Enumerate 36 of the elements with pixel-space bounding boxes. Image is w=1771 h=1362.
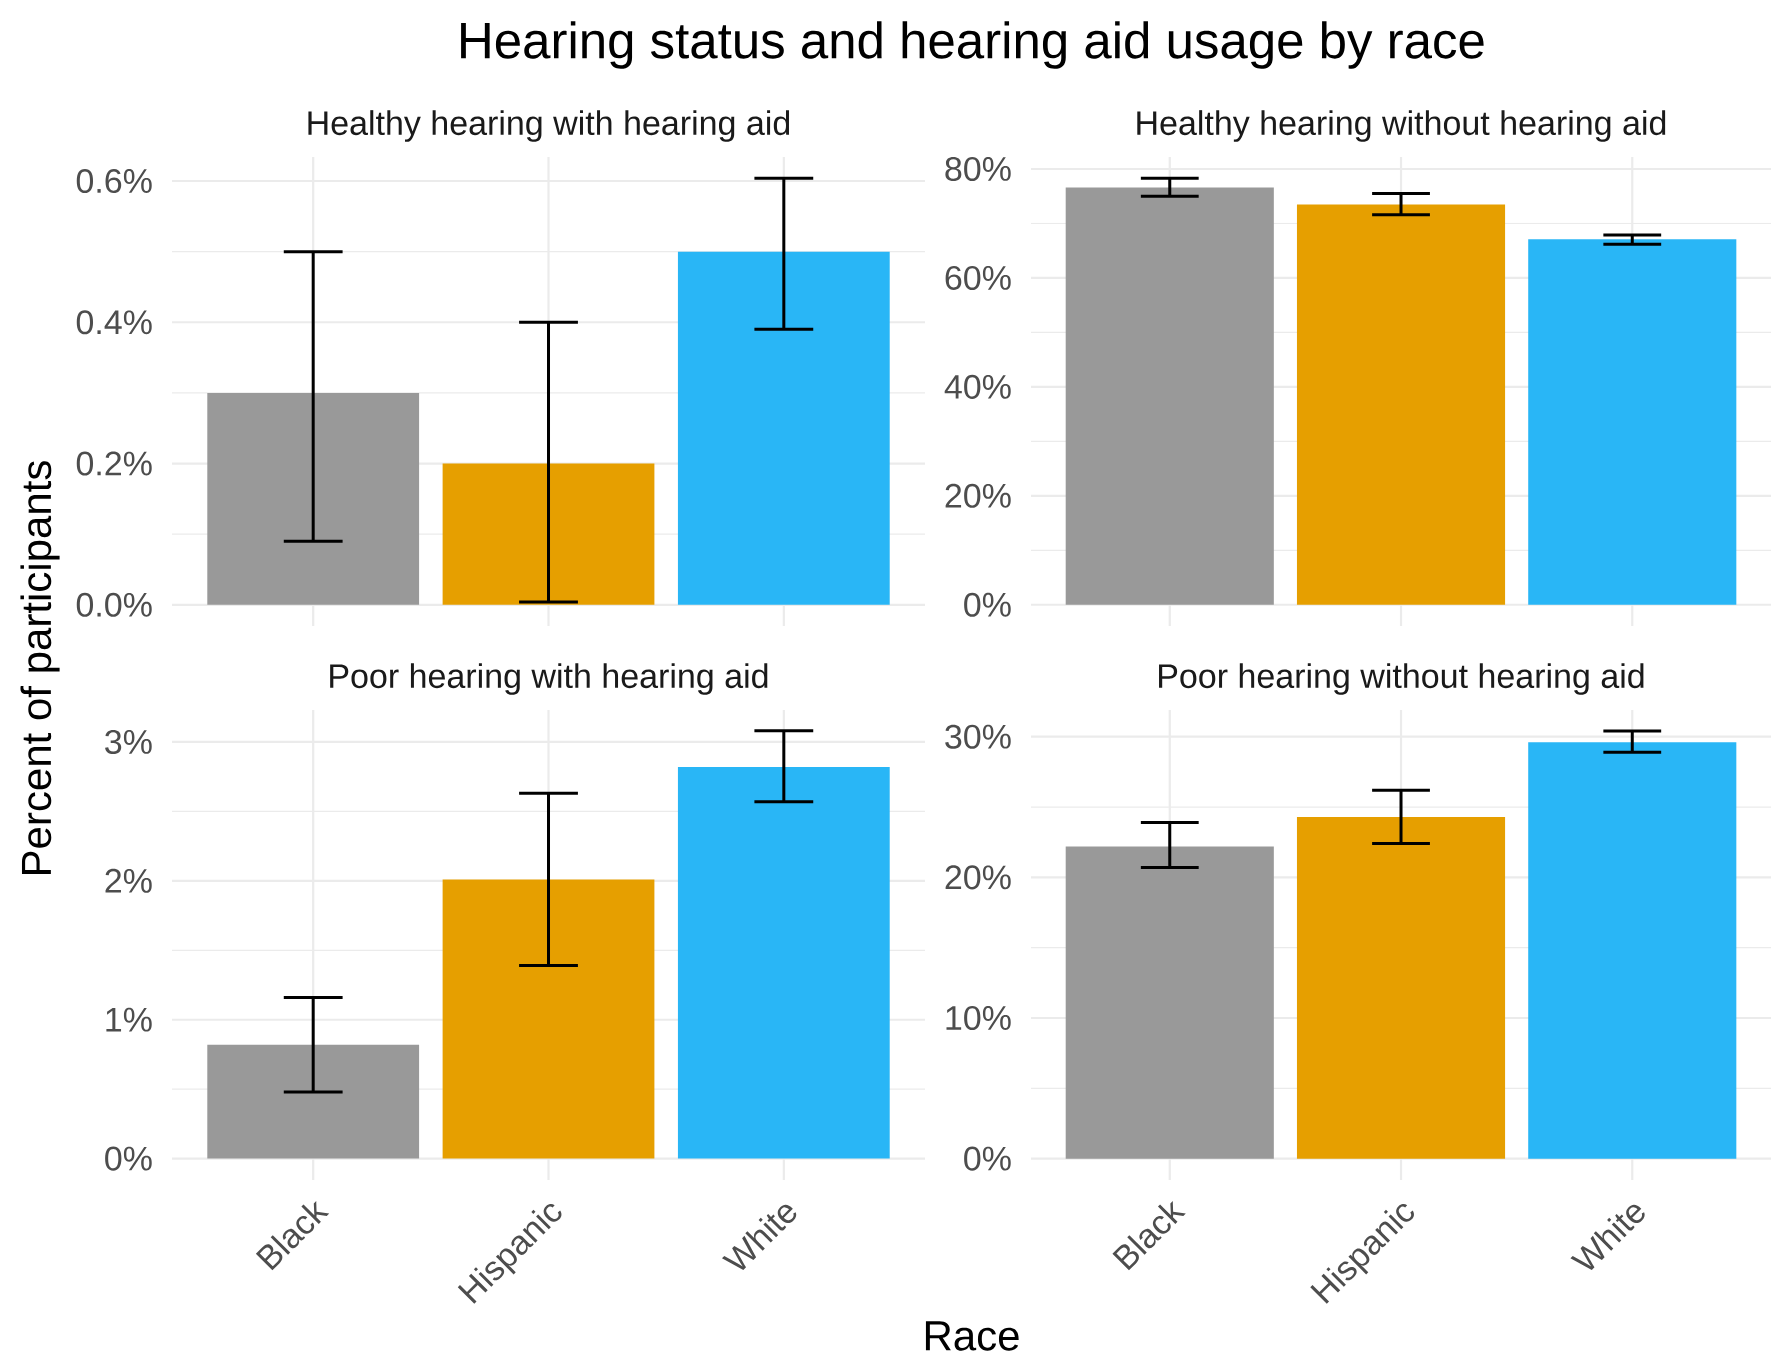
y-axis-title: Percent of participants (20, 461, 60, 874)
bar (1296, 816, 1506, 1159)
bar (1528, 742, 1737, 1159)
bar (207, 392, 420, 605)
chart-subtitle: Healthy hearing with hearing aid (308, 110, 790, 142)
x-axis-title: Race (925, 1321, 1019, 1351)
bar (1528, 239, 1737, 605)
bar (1065, 187, 1274, 605)
chart-subtitle: Healthy hearing without hearing aid (1137, 110, 1666, 142)
y-tick-label: 0% (964, 1146, 1011, 1171)
y-tick-label: 10% (946, 1005, 1011, 1031)
y-tick-label: 3% (105, 729, 152, 754)
bar (442, 879, 655, 1159)
y-tick-label: 0% (105, 1146, 152, 1171)
y-tick-label: 0% (964, 592, 1011, 617)
y-tick-label: 60% (945, 265, 1011, 290)
y-tick-label: 30% (945, 724, 1011, 749)
y-tick-label: 0.2% (76, 451, 152, 476)
y-tick-label: 40% (944, 374, 1011, 399)
chart-subtitle: Poor hearing with hearing aid (330, 663, 768, 695)
bar (442, 463, 655, 605)
y-tick-label: 1% (106, 1007, 152, 1032)
chart-subtitle: Poor hearing without hearing aid (1159, 663, 1644, 695)
chart-title: Hearing status and hearing aid usage by race (461, 21, 1484, 69)
y-tick-label: 0.4% (76, 310, 152, 335)
y-tick-label: 20% (945, 865, 1011, 890)
bar (1065, 846, 1274, 1159)
bar (677, 251, 890, 605)
y-tick-label: 0.0% (76, 592, 152, 617)
bar (677, 766, 890, 1159)
y-tick-label: 0.6% (76, 168, 152, 194)
y-tick-label: 20% (945, 483, 1011, 508)
y-tick-label: 80% (945, 156, 1011, 182)
y-tick-label: 2% (105, 868, 152, 893)
bar (207, 1044, 420, 1159)
bar (1296, 204, 1506, 605)
